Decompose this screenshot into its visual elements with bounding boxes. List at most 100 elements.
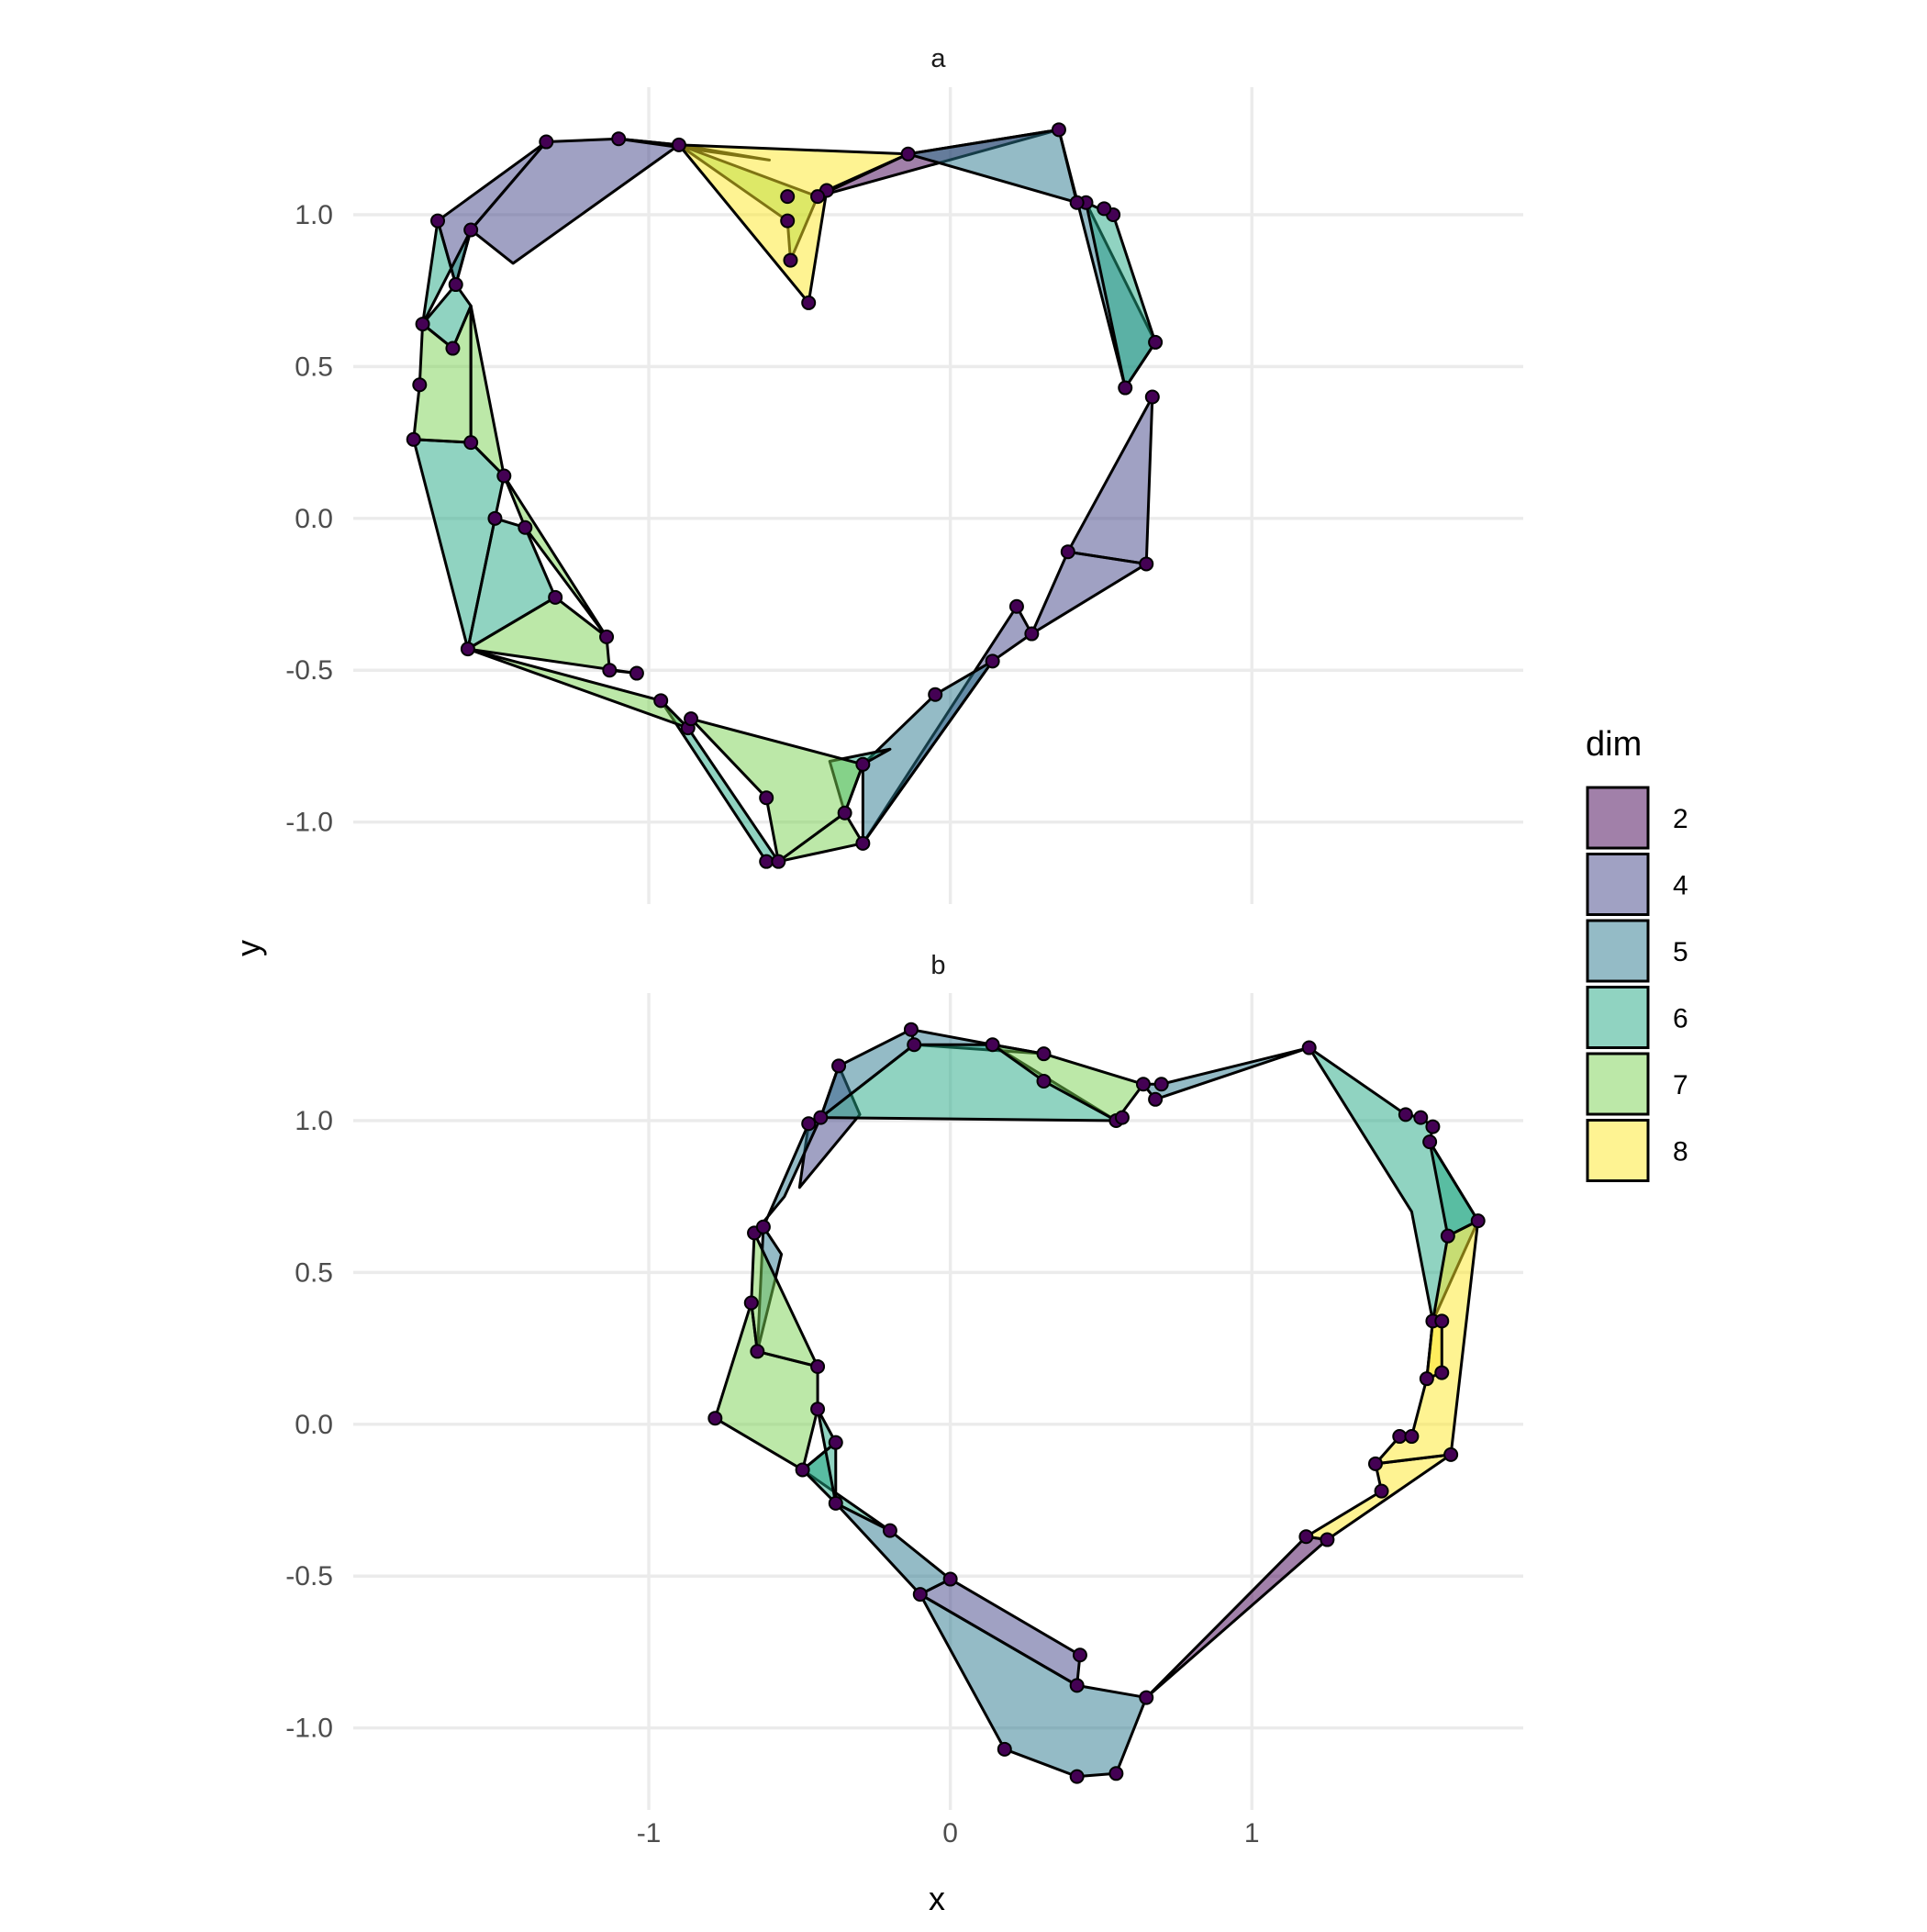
cell-dim-5 (1142, 1046, 1311, 1101)
data-point (1024, 626, 1040, 642)
data-point (1148, 1091, 1164, 1107)
data-point (743, 1295, 759, 1311)
legend: dim 2 4 5 6 7 8 (1586, 725, 1688, 1182)
data-point (1470, 1213, 1486, 1229)
data-point (460, 642, 475, 657)
cell-dim-6 (801, 1441, 892, 1533)
data-point (1148, 334, 1164, 350)
cell-dim-5 (834, 1502, 952, 1596)
cell-dim-5 (907, 128, 1079, 205)
data-point (810, 1402, 826, 1417)
cell-dim-6 (1085, 201, 1157, 390)
data-point (810, 1358, 826, 1374)
data-point (518, 519, 533, 535)
data-point (1443, 1446, 1459, 1462)
data-point (629, 665, 644, 681)
legend-label-2: 2 (1673, 804, 1688, 834)
data-point (1298, 1529, 1314, 1545)
data-point (602, 663, 618, 678)
data-point (780, 213, 796, 229)
data-point (801, 1116, 817, 1132)
y-axis-title: y (229, 940, 267, 956)
y-tick-label: -0.5 (285, 1561, 333, 1591)
x-tick-label: 1 (1244, 1818, 1260, 1848)
y-tick-label: 0.0 (295, 504, 333, 534)
data-point (759, 854, 774, 869)
data-point (755, 1219, 771, 1234)
data-point (780, 189, 796, 205)
data-point (539, 134, 554, 150)
data-point (1144, 389, 1160, 405)
data-point (430, 213, 446, 229)
data-point (912, 1587, 928, 1603)
data-point (882, 1523, 897, 1538)
data-point (1118, 380, 1133, 396)
panel-a: -1.0 -0.5 0.0 0.5 1.0 a (285, 44, 1523, 904)
data-point (448, 277, 463, 293)
panel-strip-label: b (930, 951, 945, 980)
panels-layer: -1.0 -0.5 0.0 0.5 1.0 a -1.0 -0.5 0.0 0.5 1.0 b -1 0 1 (285, 44, 1523, 1848)
data-point (1069, 195, 1085, 210)
legend-title: dim (1586, 725, 1642, 764)
data-point (1153, 1077, 1169, 1092)
data-point (907, 1037, 922, 1053)
data-point (671, 137, 686, 152)
data-point (463, 222, 479, 238)
data-point (1374, 1483, 1389, 1499)
cell-dim-7 (776, 811, 864, 864)
data-point (813, 1110, 829, 1125)
data-point (855, 835, 871, 851)
legend-label-7: 7 (1673, 1070, 1688, 1100)
data-point (1060, 544, 1075, 560)
legend-key-5 (1586, 919, 1650, 983)
data-point (406, 431, 421, 447)
y-tick-label: -1.0 (285, 808, 333, 838)
legend-label-8: 8 (1673, 1137, 1688, 1167)
legend-label-5: 5 (1673, 937, 1688, 967)
y-tick-label: -0.5 (285, 655, 333, 686)
data-point (783, 252, 798, 268)
cell-dim-7 (991, 1043, 1145, 1122)
cell-dim-4 (1030, 550, 1148, 636)
legend-key-8 (1586, 1119, 1650, 1182)
data-point (463, 435, 479, 451)
data-point (653, 693, 669, 709)
data-point (771, 854, 786, 869)
cell-dim-7 (469, 304, 506, 477)
x-tick-label: 0 (942, 1818, 958, 1848)
data-point (985, 1037, 1000, 1053)
x-tick-label: -1 (637, 1818, 662, 1848)
cell-dim-7 (466, 647, 690, 730)
data-point (795, 1462, 810, 1478)
data-point (1404, 1429, 1420, 1445)
data-point (928, 687, 943, 702)
data-point (903, 1022, 919, 1037)
data-point (1320, 1532, 1335, 1547)
x-axis-title: x (929, 1880, 945, 1917)
legend-label-4: 4 (1673, 871, 1688, 901)
data-point (1072, 1647, 1087, 1663)
data-point (1422, 1134, 1438, 1150)
data-point (1008, 598, 1024, 614)
legend-key-4 (1586, 853, 1650, 916)
data-point (900, 146, 916, 162)
data-point (611, 131, 627, 147)
cell-dim-7 (502, 474, 608, 639)
data-point (1051, 122, 1066, 138)
y-tick-label: 1.0 (295, 1106, 333, 1136)
data-point (1139, 556, 1154, 572)
data-point (412, 377, 428, 393)
y-tick-label: -1.0 (285, 1714, 333, 1744)
y-tick-label: 0.0 (295, 1410, 333, 1440)
data-point (1367, 1456, 1383, 1471)
data-point (985, 653, 1000, 669)
data-point (801, 295, 817, 310)
data-point (684, 711, 699, 727)
data-point (942, 1571, 958, 1587)
data-point (1392, 1429, 1408, 1445)
data-point (445, 341, 461, 356)
data-point (1398, 1107, 1413, 1122)
data-point (1440, 1228, 1455, 1244)
